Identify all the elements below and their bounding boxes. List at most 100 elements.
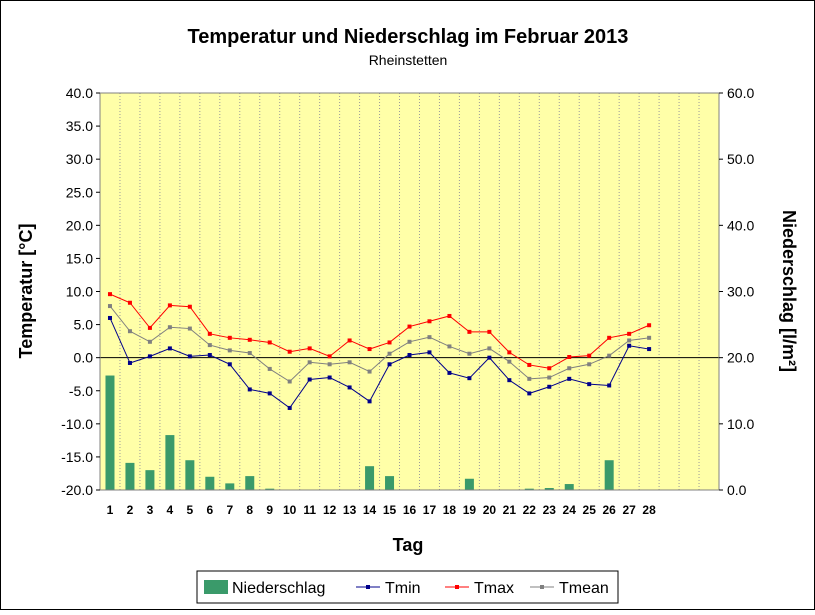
x-tick-label: 12 — [323, 503, 337, 517]
point-tmin — [447, 370, 452, 375]
y-left-tick-label: 25.0 — [66, 184, 93, 200]
bar-niederschlag — [245, 476, 255, 490]
bar-niederschlag — [365, 466, 375, 490]
x-axis-label: Tag — [393, 535, 424, 555]
series-line-tmean — [109, 305, 650, 383]
point-tmax — [307, 346, 312, 351]
point-tmin — [387, 362, 392, 367]
point-tmean — [227, 348, 232, 353]
point-tmax — [167, 303, 172, 308]
x-tick-label: 1 — [107, 503, 114, 517]
point-tmean — [507, 359, 512, 364]
bar-niederschlag — [225, 483, 235, 490]
bar-niederschlag — [105, 375, 115, 490]
point-tmean — [267, 366, 272, 371]
x-tick-label: 10 — [283, 503, 297, 517]
point-tmin — [267, 391, 272, 396]
y-right-tick-label: 40.0 — [727, 217, 754, 233]
point-tmean — [287, 379, 292, 384]
bar-niederschlag — [205, 476, 215, 490]
point-tmax — [247, 337, 252, 342]
point-tmax — [427, 319, 432, 324]
legend-label-tmax: Tmax — [474, 580, 514, 597]
point-tmean — [147, 339, 152, 344]
point-tmax — [127, 300, 132, 305]
point-tmax — [387, 340, 392, 345]
point-tmean — [307, 360, 312, 365]
point-tmin — [147, 354, 152, 359]
point-tmax — [107, 292, 112, 297]
legend-marker-tmin — [366, 585, 370, 589]
point-tmin — [547, 384, 552, 389]
x-tick-label: 13 — [343, 503, 357, 517]
y-axis-left-label: Temperatur [°C] — [16, 224, 36, 359]
x-tick-label: 2 — [127, 503, 134, 517]
legend-label-tmin: Tmin — [385, 580, 421, 597]
y-left-tick-label: 35.0 — [66, 118, 93, 134]
point-tmax — [147, 325, 152, 330]
y-right-tick-label: 50.0 — [727, 151, 754, 167]
bar-niederschlag — [145, 470, 155, 490]
point-tmax — [627, 331, 632, 336]
point-tmean — [107, 304, 112, 309]
y-left-tick-label: -10.0 — [61, 416, 93, 432]
point-tmax — [187, 304, 192, 309]
point-tmean — [427, 335, 432, 340]
point-tmean — [467, 351, 472, 356]
point-tmean — [627, 338, 632, 343]
x-tick-label: 28 — [642, 503, 656, 517]
y-left-tick-label: 0.0 — [74, 350, 94, 366]
x-tick-label: 3 — [147, 503, 154, 517]
point-tmin — [367, 399, 372, 404]
x-tick-label: 9 — [266, 503, 273, 517]
bar-niederschlag — [604, 460, 614, 490]
x-tick-label: 5 — [187, 503, 194, 517]
point-tmin — [167, 346, 172, 351]
x-tick-label: 25 — [583, 503, 597, 517]
bar-niederschlag — [385, 476, 395, 490]
x-tick-label: 26 — [602, 503, 616, 517]
point-tmax — [367, 347, 372, 352]
point-tmin — [307, 377, 312, 382]
point-tmin — [427, 350, 432, 355]
point-tmin — [107, 315, 112, 320]
point-tmean — [587, 362, 592, 367]
point-tmin — [207, 353, 212, 358]
point-tmean — [207, 343, 212, 348]
x-tick-label: 11 — [303, 503, 316, 517]
point-tmin — [187, 354, 192, 359]
point-tmin — [327, 375, 332, 380]
point-tmin — [287, 405, 292, 410]
y-right-tick-label: 0.0 — [727, 482, 747, 498]
x-tick-label: 22 — [523, 503, 537, 517]
point-tmean — [367, 369, 372, 374]
bar-niederschlag — [185, 460, 195, 490]
point-tmin — [607, 383, 612, 388]
chart-title: Temperatur und Niederschlag im Februar 2… — [188, 26, 629, 48]
point-tmin — [467, 376, 472, 381]
y-left-tick-label: -5.0 — [69, 383, 93, 399]
series-line-tmax — [109, 293, 650, 369]
point-tmax — [347, 338, 352, 343]
y-left-tick-label: 30.0 — [66, 151, 93, 167]
legend-marker-tmean — [540, 585, 544, 589]
plot-area — [100, 93, 719, 490]
point-tmin — [487, 355, 492, 360]
bar-niederschlag — [544, 488, 554, 490]
point-tmax — [467, 329, 472, 334]
point-tmean — [547, 375, 552, 380]
point-tmean — [487, 346, 492, 351]
point-tmean — [607, 353, 612, 358]
point-tmean — [647, 335, 652, 340]
bar-niederschlag — [165, 435, 175, 490]
y-left-tick-label: 5.0 — [74, 317, 94, 333]
temperature-lines — [107, 292, 652, 410]
y-left-tick-label: 40.0 — [66, 85, 93, 101]
x-tick-label: 17 — [423, 503, 437, 517]
x-tick-label: 21 — [503, 503, 517, 517]
point-tmax — [547, 366, 552, 371]
chart-subtitle: Rheinstetten — [369, 52, 448, 68]
y-axis-left-ticks: 40.0 35.0 30.0 25.0 20.0 15.0 10.0 5.0 0.0 -5.0 -1… — [61, 85, 100, 498]
point-tmax — [267, 340, 272, 345]
point-tmean — [447, 344, 452, 349]
